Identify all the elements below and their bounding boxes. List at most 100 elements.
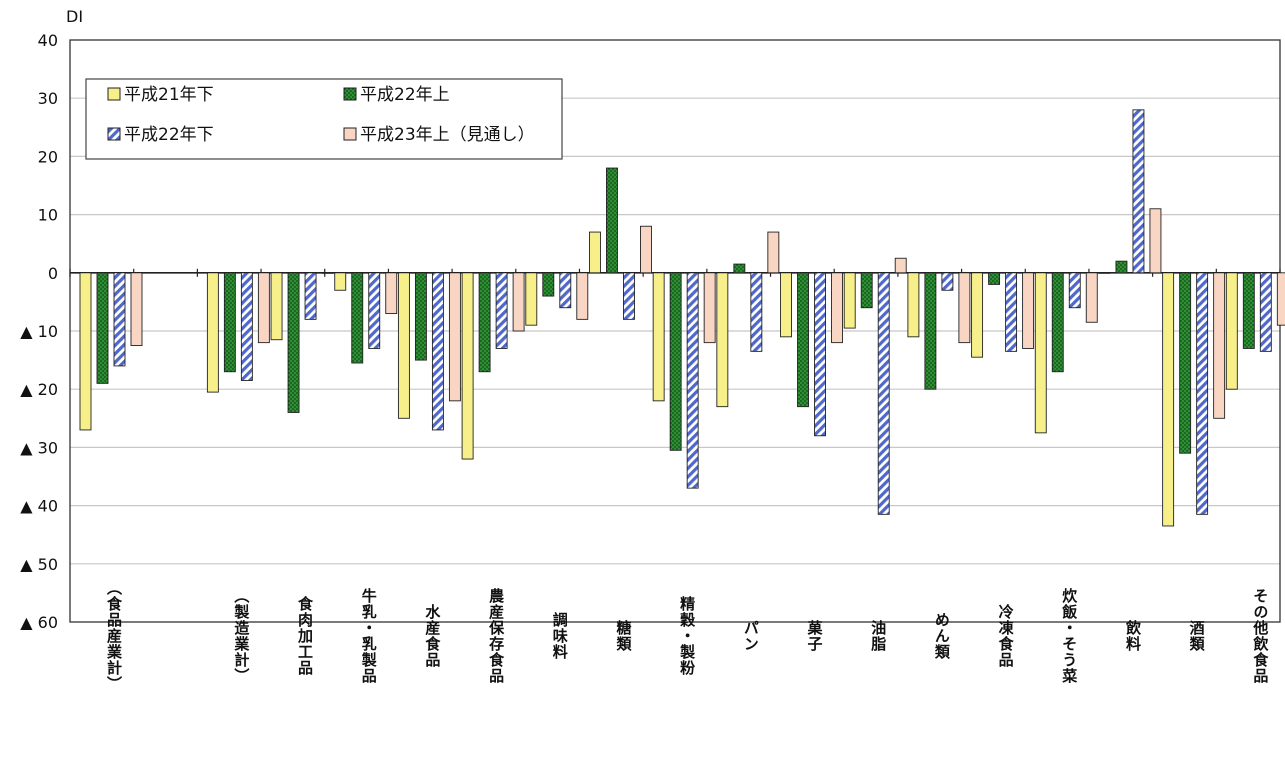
bar <box>606 167 618 274</box>
category-label: 調味料 <box>551 611 569 660</box>
bar <box>988 272 1001 285</box>
y-tick-label: ▲ 50 <box>20 555 58 574</box>
legend-label: 平成23年上（見通し） <box>360 125 535 145</box>
bar <box>270 272 283 341</box>
bar <box>958 272 971 344</box>
bar <box>448 272 461 402</box>
bar <box>907 272 920 338</box>
bar <box>1242 272 1255 349</box>
bar <box>860 272 873 309</box>
legend-swatch <box>343 127 357 141</box>
bar <box>894 257 907 274</box>
bar <box>96 272 109 384</box>
bar <box>780 272 792 338</box>
bar <box>461 272 474 460</box>
bar <box>304 272 317 320</box>
category-label: その他飲食品 <box>1251 588 1269 684</box>
legend-swatch <box>107 127 121 141</box>
bar <box>431 272 444 431</box>
category-label: 水産食品 <box>423 603 441 668</box>
bar <box>79 272 92 431</box>
bar <box>1196 272 1209 515</box>
bar <box>640 225 652 274</box>
category-labels: （食品産業計） （製造業計） 食肉加工品 牛乳・乳製品 水産食品 農産保存食品 調味料 糖類 精… <box>105 580 1269 692</box>
bar <box>877 272 890 515</box>
category-label: 精穀・製粉 <box>678 595 696 676</box>
y-tick-label: 20 <box>38 147 58 166</box>
category-label: 油脂 <box>869 619 887 652</box>
bar <box>1005 272 1018 352</box>
bar <box>1179 272 1192 454</box>
bar <box>1162 272 1175 527</box>
category-label: 冷凍食品 <box>997 603 1015 668</box>
bar <box>1259 272 1272 352</box>
y-tick-label: 10 <box>38 206 58 225</box>
bar <box>1149 208 1162 274</box>
legend-box <box>85 78 563 160</box>
category-label: 農産保存食品 <box>487 587 505 684</box>
y-tick-label: 0 <box>48 264 58 283</box>
category-label: 牛乳・乳製品 <box>360 587 378 684</box>
bar <box>512 272 525 332</box>
legend-swatch <box>343 87 357 101</box>
bar <box>287 272 300 413</box>
bar <box>750 272 763 352</box>
bar <box>703 272 716 344</box>
category-label: 菓子 <box>806 619 824 652</box>
bar <box>797 272 809 408</box>
bar <box>414 272 427 361</box>
bar <box>623 272 635 320</box>
category-label: （製造業計） <box>232 588 250 684</box>
bar <box>1132 109 1145 274</box>
category-label: 酒類 <box>1188 620 1206 652</box>
legend-label: 平成21年下 <box>124 85 214 105</box>
bar <box>206 272 219 393</box>
bar <box>240 272 253 381</box>
bar <box>652 272 665 402</box>
legend-label: 平成22年上 <box>360 85 450 105</box>
legend-label: 平成22年下 <box>124 125 214 145</box>
bar <box>589 231 601 274</box>
y-tick-label: 30 <box>38 89 58 108</box>
category-label: 糖類 <box>614 619 632 652</box>
bar <box>686 272 699 489</box>
y-tick-label: ▲ 40 <box>20 497 58 516</box>
bar <box>559 272 572 309</box>
y-tick-label: ▲ 30 <box>20 438 58 457</box>
bar <box>1276 272 1285 326</box>
bar <box>1085 272 1098 323</box>
bar <box>733 263 746 274</box>
bar <box>334 272 347 291</box>
bar <box>1115 260 1128 274</box>
bar <box>397 272 410 419</box>
bar <box>1068 272 1081 309</box>
y-tick-label: 40 <box>38 31 58 50</box>
legend-swatch <box>107 87 121 101</box>
bar <box>130 272 143 346</box>
bar <box>767 231 780 274</box>
bar <box>669 272 682 451</box>
category-label: めん類 <box>933 612 951 660</box>
bar <box>941 272 954 291</box>
bar <box>223 272 236 373</box>
bar <box>1213 272 1226 419</box>
bar <box>576 272 589 320</box>
bar <box>1051 272 1064 373</box>
bar <box>321 272 334 274</box>
bar <box>843 272 856 329</box>
y-axis-title: DI <box>66 7 83 26</box>
category-label: 炊飯・そう菜 <box>1060 587 1078 684</box>
bar <box>924 272 937 390</box>
bar <box>257 272 270 344</box>
bar <box>368 272 381 349</box>
bar <box>385 272 398 314</box>
bar <box>716 272 729 408</box>
bar <box>1098 272 1111 274</box>
bar <box>814 272 826 437</box>
bar <box>971 272 984 358</box>
bar <box>1022 272 1035 349</box>
bar <box>831 272 843 344</box>
